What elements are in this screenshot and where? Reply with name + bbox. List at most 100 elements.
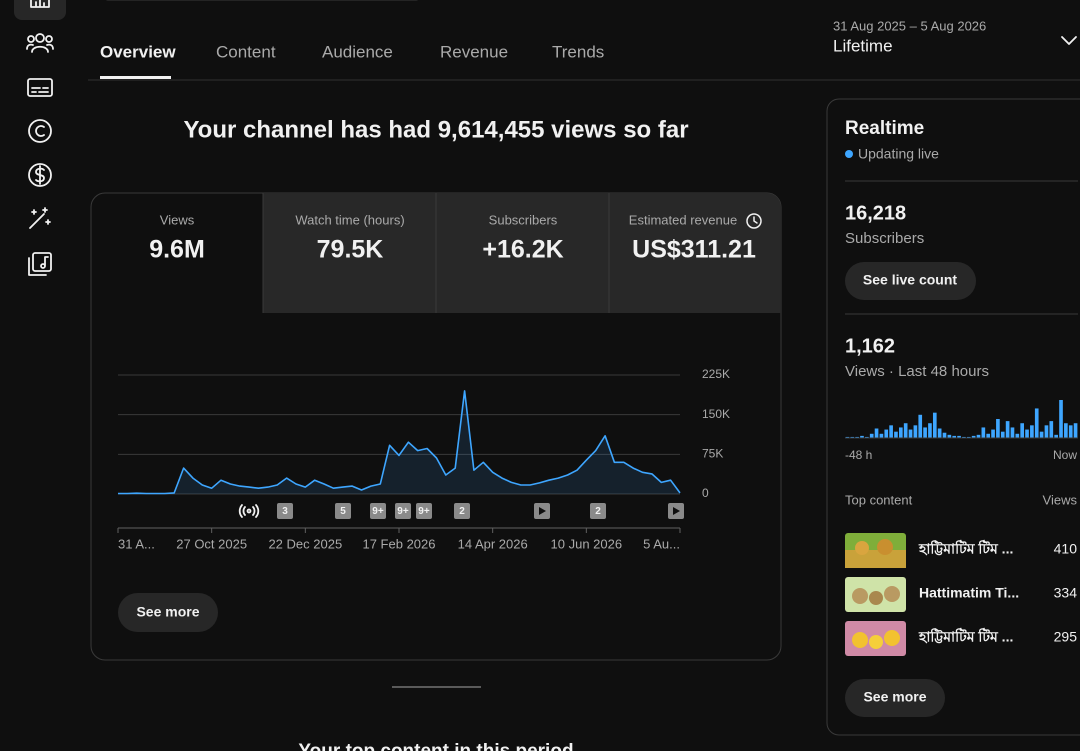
upload-marker[interactable] [668,503,684,519]
views-count: 1,162 [845,335,895,357]
dropdown-chevron[interactable] [1061,36,1077,45]
nav-selected[interactable] [14,0,66,20]
bar [869,433,874,438]
content-views: 410 [1054,541,1078,557]
bar [860,435,864,438]
nav-copyright-icon[interactable] [28,119,52,143]
bar [966,436,971,438]
bar [1073,423,1078,438]
nav-subtitles-icon[interactable] [27,78,53,97]
bar [1000,431,1005,438]
see-more-label[interactable]: See more [136,604,199,620]
subscriber-label: Subscribers [845,230,924,247]
marker-box [395,503,411,519]
bar [1049,421,1054,438]
bar [879,433,884,438]
marker-box [454,503,470,519]
metric-value[interactable]: 79.5K [317,236,384,264]
metric-value[interactable]: 9.6M [149,236,205,264]
marker-box [416,503,432,519]
bar [865,436,869,438]
views-label: Views · Last 48 hours [845,363,989,380]
bar [928,423,932,438]
upload-marker[interactable]: 9+ [395,503,411,519]
date-picker[interactable]: 31 Aug 2025 – 5 Aug 2026 Lifetime [833,18,1077,55]
content-title[interactable]: Hattimatim Ti... [919,585,1019,601]
bar [1025,429,1029,438]
live-count-label[interactable]: See live count [863,272,957,288]
thumbnail[interactable] [845,621,906,656]
x-tick-label: 17 Feb 2026 [362,536,435,551]
bar [1059,400,1063,438]
nav-analytics-icon[interactable] [30,0,50,8]
upload-marker[interactable]: 9+ [370,503,386,519]
marker-box [370,503,386,519]
tab-bar: Overview Content Audience Revenue Trends [88,42,1080,81]
marker-count: 2 [595,506,601,517]
realtime-frame [826,98,1080,736]
marker-count: 3 [282,506,288,517]
marker-count: 9+ [372,506,384,517]
live-count-button[interactable] [845,262,976,300]
upload-marker[interactable]: 3 [277,503,293,519]
thumbnail[interactable] [845,577,906,612]
upload-marker[interactable] [534,503,550,519]
nav-earn-icon[interactable] [28,163,52,187]
bar [962,436,966,438]
bar [1068,425,1073,438]
nav-community-icon[interactable] [26,33,54,53]
views-header: Views [1043,492,1078,507]
bar [937,428,942,438]
date-range: 31 Aug 2025 – 5 Aug 2026 [833,18,986,33]
metric-label[interactable]: Estimated revenue [629,212,737,227]
y-tick-label: 225K [702,367,730,381]
live-dot [845,150,853,158]
x-tick-label: 22 Dec 2025 [268,536,342,551]
x-tick-label: 27 Oct 2025 [176,536,247,551]
bar [932,412,937,438]
see-more-button[interactable] [118,593,218,632]
thumbnail[interactable] [845,533,906,568]
realtime-status: Updating live [858,146,939,162]
line-area [118,390,680,494]
y-tick-label: 150K [702,407,730,421]
nav-audio-icon[interactable] [28,252,52,276]
see-more-button[interactable] [845,679,945,717]
bar [903,423,908,438]
marker-count: 5 [340,506,346,517]
tab[interactable]: Content [216,42,276,61]
bar [1015,433,1020,438]
metric-label[interactable]: Views [160,212,195,227]
tab[interactable]: Trends [552,42,604,61]
bar [874,428,879,438]
bar [996,419,1000,438]
section-title: Your top content in this period [298,741,573,751]
upload-marker[interactable]: 9+ [416,503,432,519]
bar [889,425,893,438]
subscriber-count: 16,218 [845,202,906,224]
upload-marker[interactable]: 2 [454,503,470,519]
metric-label[interactable]: Watch time (hours) [295,212,404,227]
tab[interactable]: Overview [100,42,176,61]
tab[interactable]: Revenue [440,42,508,61]
nav-customise-icon[interactable] [29,207,51,229]
x-tick-label: -48 h [845,448,872,462]
metric-label[interactable]: Subscribers [489,212,558,227]
marker-count: 9+ [397,506,409,517]
tab[interactable]: Audience [322,42,393,61]
sidebar [14,0,66,276]
marker-box [335,503,351,519]
metric-value[interactable]: +16.2K [482,236,563,264]
x-tick-label: 10 Jun 2026 [551,536,623,551]
content-title[interactable]: হাট্টিমাটিম টিম ... [918,540,1013,557]
upload-marker[interactable]: 5 [335,503,351,519]
bar [908,429,913,438]
content-title[interactable]: হাট্টিমাটিম টিম ... [918,628,1013,645]
clock-icon [746,213,762,229]
bar [1054,434,1058,438]
see-more-label[interactable]: See more [863,689,926,705]
upload-marker[interactable]: 2 [590,503,606,519]
metric-value[interactable]: US$311.21 [632,236,756,264]
bar [971,435,976,438]
